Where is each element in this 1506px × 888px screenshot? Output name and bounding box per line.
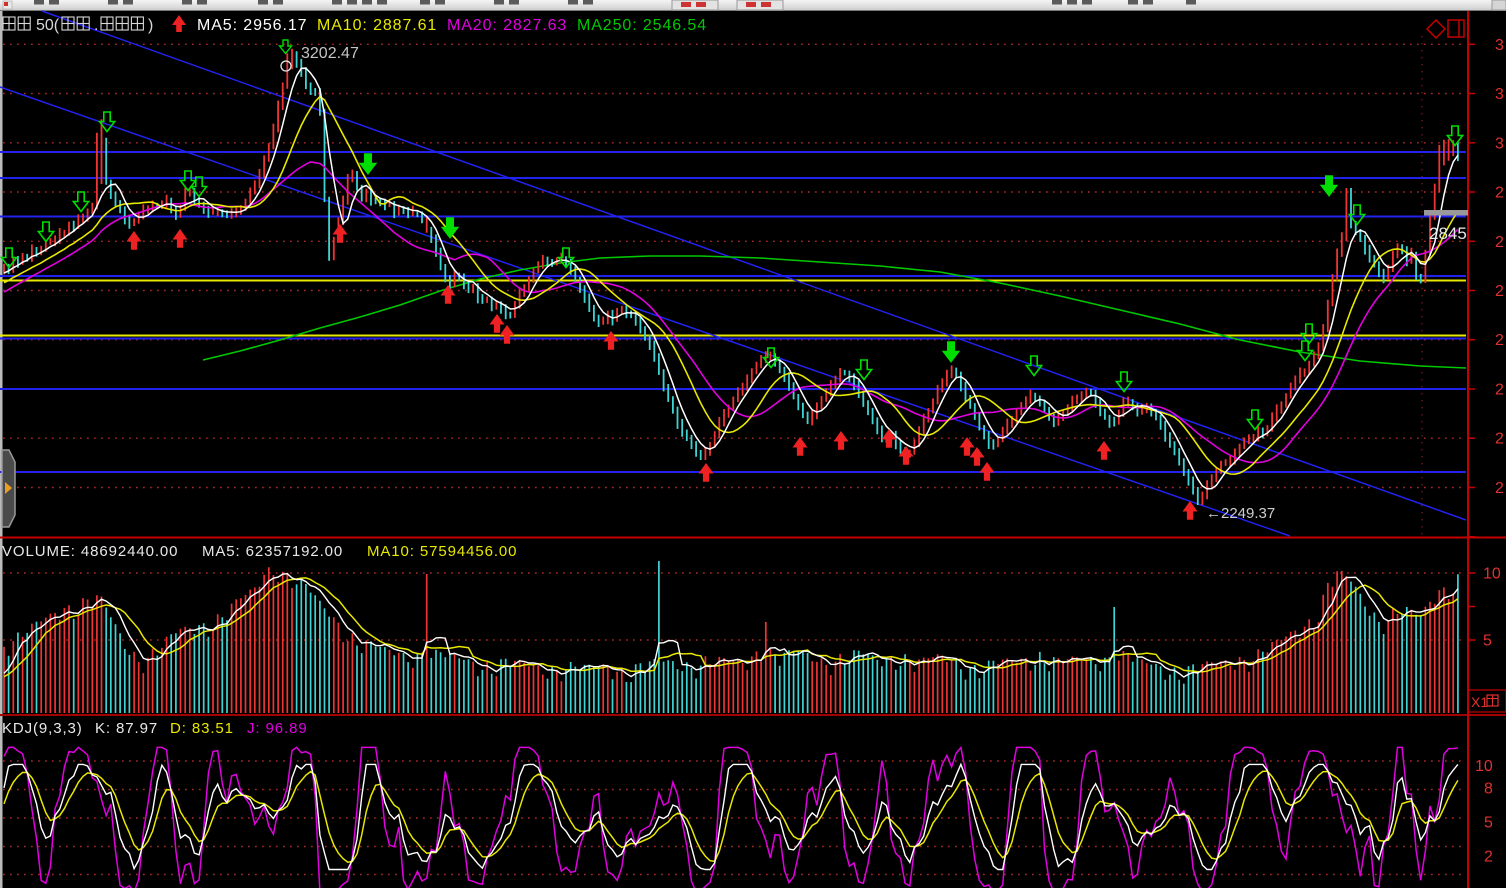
svg-text:2: 2 bbox=[1495, 480, 1504, 497]
svg-text:3: 3 bbox=[1495, 37, 1504, 54]
svg-text:MA10: 57594456.00: MA10: 57594456.00 bbox=[367, 543, 517, 560]
svg-text:MA10: 2887.61: MA10: 2887.61 bbox=[317, 17, 437, 34]
svg-text:10: 10 bbox=[1483, 566, 1501, 583]
svg-text:8: 8 bbox=[1484, 781, 1493, 798]
svg-text:.: . bbox=[94, 17, 98, 34]
svg-text:50(: 50( bbox=[36, 17, 60, 34]
svg-text:): ) bbox=[148, 17, 153, 34]
svg-text:MA5: 2956.17: MA5: 2956.17 bbox=[197, 17, 307, 34]
svg-text:2: 2 bbox=[1495, 234, 1504, 251]
svg-text:10: 10 bbox=[1475, 758, 1493, 775]
svg-text:←2249.37: ←2249.37 bbox=[1206, 505, 1275, 522]
svg-text:2: 2 bbox=[1495, 431, 1504, 448]
svg-text:J: 96.89: J: 96.89 bbox=[247, 720, 308, 737]
svg-text:2: 2 bbox=[1484, 848, 1493, 865]
svg-text:5: 5 bbox=[1484, 815, 1493, 832]
svg-text:2: 2 bbox=[1495, 185, 1504, 202]
svg-text:2: 2 bbox=[1495, 283, 1504, 300]
svg-text:VOLUME: 48692440.00: VOLUME: 48692440.00 bbox=[2, 543, 178, 560]
svg-text:3: 3 bbox=[1495, 135, 1504, 152]
svg-text:2: 2 bbox=[1495, 332, 1504, 349]
svg-text:2845: 2845 bbox=[1429, 224, 1467, 243]
svg-text:3: 3 bbox=[1495, 86, 1504, 103]
svg-text:D: 83.51: D: 83.51 bbox=[170, 720, 234, 737]
svg-text:MA20: 2827.63: MA20: 2827.63 bbox=[447, 17, 567, 34]
svg-text:MA250: 2546.54: MA250: 2546.54 bbox=[577, 17, 707, 34]
svg-text:X1: X1 bbox=[1471, 694, 1488, 710]
svg-text:5: 5 bbox=[1483, 633, 1492, 650]
svg-text:KDJ(9,3,3): KDJ(9,3,3) bbox=[2, 720, 83, 737]
svg-text:2: 2 bbox=[1495, 382, 1504, 399]
svg-text:MA5: 62357192.00: MA5: 62357192.00 bbox=[202, 543, 343, 560]
svg-text:K: 87.97: K: 87.97 bbox=[95, 720, 158, 737]
svg-text:3202.47: 3202.47 bbox=[301, 45, 359, 62]
